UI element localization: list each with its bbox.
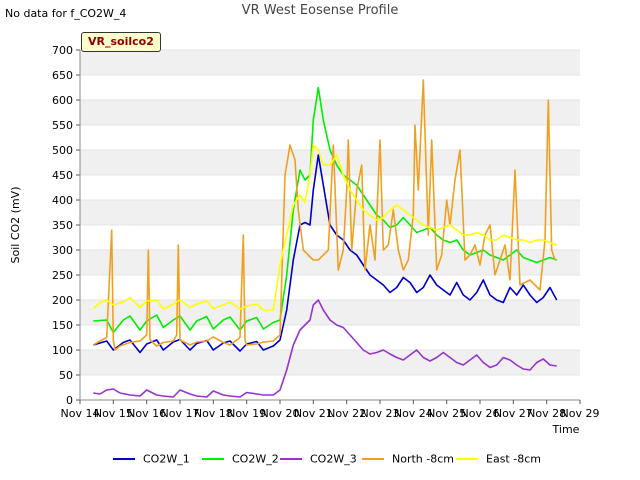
grid-band bbox=[80, 100, 580, 125]
x-tick-label: Nov 18 bbox=[194, 407, 233, 420]
legend-item: CO2W_2 bbox=[202, 452, 279, 470]
x-tick-label: Nov 15 bbox=[94, 407, 133, 420]
x-tick-label: Nov 28 bbox=[527, 407, 566, 420]
y-tick-label: 600 bbox=[52, 94, 73, 107]
y-tick-label: 350 bbox=[52, 219, 73, 232]
x-tick-label: Nov 16 bbox=[127, 407, 166, 420]
grid-band bbox=[80, 125, 580, 150]
x-tick-label: Nov 26 bbox=[461, 407, 500, 420]
series-line-co2w-1 bbox=[93, 154, 558, 354]
grid-band bbox=[80, 325, 580, 350]
site-badge: VR_soilco2 bbox=[81, 32, 161, 52]
y-tick-label: 450 bbox=[52, 169, 73, 182]
y-tick-label: 50 bbox=[59, 369, 73, 382]
legend-label: CO2W_1 bbox=[143, 452, 190, 466]
y-tick-label: 700 bbox=[52, 44, 73, 57]
x-tick-label: Nov 19 bbox=[227, 407, 266, 420]
legend-item: CO2W_1 bbox=[113, 452, 190, 470]
y-tick-label: 550 bbox=[52, 119, 73, 132]
y-axis-title: Soil CO2 (mV) bbox=[9, 187, 22, 264]
legend-label: East -8cm bbox=[486, 452, 541, 466]
grid-band bbox=[80, 275, 580, 300]
y-tick-label: 300 bbox=[52, 244, 73, 257]
legend-swatch bbox=[202, 458, 224, 460]
x-tick-label: Nov 21 bbox=[294, 407, 333, 420]
grid-band bbox=[80, 250, 580, 275]
legend: CO2W_1 CO2W_2 CO2W_3 North -8cm East -8cm bbox=[0, 452, 640, 470]
series-line-north-8cm bbox=[92, 79, 556, 351]
legend-swatch bbox=[113, 458, 135, 460]
grid-band bbox=[80, 150, 580, 175]
series-line-east-8cm bbox=[92, 144, 557, 311]
x-tick-label: Nov 23 bbox=[361, 407, 400, 420]
grid-band bbox=[80, 350, 580, 375]
x-tick-label: Nov 24 bbox=[394, 407, 433, 420]
grid-band bbox=[80, 75, 580, 100]
grid-band bbox=[80, 50, 580, 75]
chart-title: VR West Eosense Profile bbox=[241, 3, 399, 18]
series-line-co2w-3 bbox=[93, 299, 557, 398]
grid-band bbox=[80, 300, 580, 325]
legend-swatch bbox=[362, 458, 384, 460]
no-data-notice: No data for f_CO2W_4 bbox=[5, 7, 127, 20]
x-tick-label: Nov 20 bbox=[261, 407, 300, 420]
legend-item: CO2W_3 bbox=[280, 452, 357, 470]
grid-band bbox=[80, 175, 580, 200]
legend-label: North -8cm bbox=[392, 452, 454, 466]
legend-label: CO2W_3 bbox=[310, 452, 357, 466]
y-tick-label: 650 bbox=[52, 69, 73, 82]
legend-swatch bbox=[280, 458, 302, 460]
x-tick-label: Nov 29 bbox=[561, 407, 600, 420]
y-tick-label: 0 bbox=[66, 394, 73, 407]
y-tick-label: 500 bbox=[52, 144, 73, 157]
x-tick-label: Nov 17 bbox=[161, 407, 200, 420]
legend-label: CO2W_2 bbox=[232, 452, 279, 466]
x-tick-label: Nov 14 bbox=[61, 407, 100, 420]
series-line-co2w-2 bbox=[93, 86, 557, 334]
x-axis-title: Time bbox=[552, 423, 580, 436]
plot-lines bbox=[92, 79, 558, 398]
grid-band bbox=[80, 375, 580, 400]
x-tick-label: Nov 25 bbox=[427, 407, 466, 420]
x-tick-label: Nov 22 bbox=[327, 407, 366, 420]
legend-swatch bbox=[456, 458, 478, 460]
legend-item: North -8cm bbox=[362, 452, 454, 470]
y-tick-label: 100 bbox=[52, 344, 73, 357]
x-tick-label: Nov 27 bbox=[494, 407, 533, 420]
y-tick-label: 250 bbox=[52, 269, 73, 282]
y-tick-label: 200 bbox=[52, 294, 73, 307]
y-tick-label: 400 bbox=[52, 194, 73, 207]
legend-item: East -8cm bbox=[456, 452, 541, 470]
y-tick-label: 150 bbox=[52, 319, 73, 332]
y-axis: 0 50 100 150 200 250 300 350 400 450 500 550 600 650 7… bbox=[52, 44, 81, 407]
